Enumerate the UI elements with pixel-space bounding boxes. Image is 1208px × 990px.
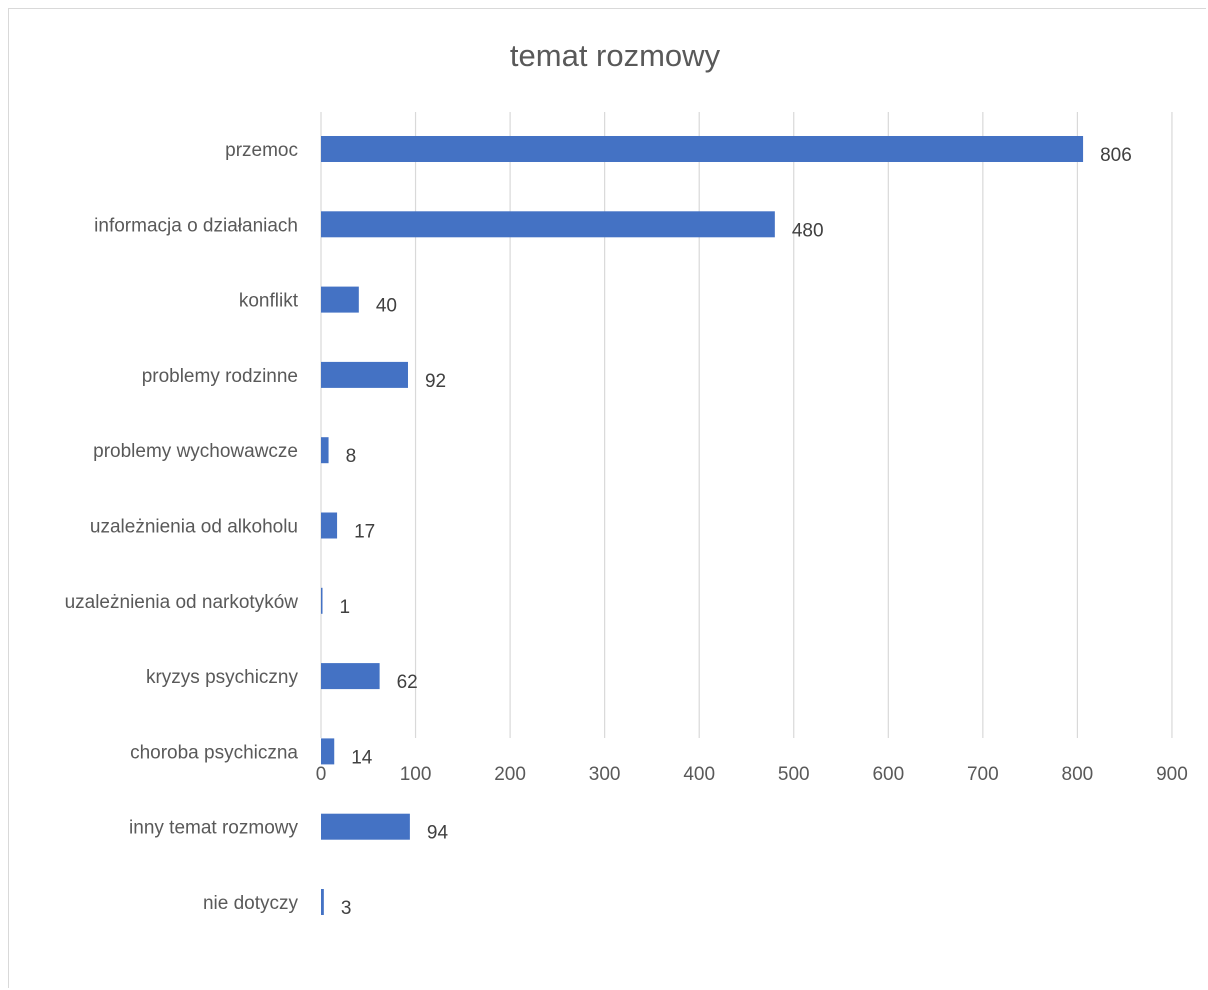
bar xyxy=(321,889,324,915)
x-tick-label: 800 xyxy=(1062,764,1094,785)
category-label: problemy wychowawcze xyxy=(93,441,298,462)
x-tick-label: 0 xyxy=(316,764,327,785)
bar xyxy=(321,361,408,388)
bar xyxy=(321,663,380,690)
x-tick-label: 600 xyxy=(872,764,904,785)
x-tick-label: 100 xyxy=(400,764,432,785)
data-label: 8 xyxy=(346,446,357,467)
bar xyxy=(321,136,1084,162)
x-tick-label: 900 xyxy=(1156,764,1188,785)
category-label: choroba psychiczna xyxy=(130,742,298,763)
data-label: 94 xyxy=(427,823,449,844)
category-label: informacja o działaniach xyxy=(94,215,298,236)
bar xyxy=(321,813,410,840)
data-label: 806 xyxy=(1100,145,1132,166)
x-tick-label: 400 xyxy=(683,764,715,785)
category-label: uzależnienia od narkotyków xyxy=(65,592,299,613)
data-label: 40 xyxy=(376,296,397,317)
category-label: uzależnienia od alkoholu xyxy=(90,517,298,538)
category-label: kryzys psychiczny xyxy=(146,667,299,688)
x-tick-label: 700 xyxy=(967,764,999,785)
x-tick-label: 300 xyxy=(589,764,621,785)
x-tick-label: 200 xyxy=(494,764,526,785)
data-label: 17 xyxy=(354,522,375,543)
category-label: konflikt xyxy=(239,291,299,312)
data-label: 480 xyxy=(792,220,824,241)
bar xyxy=(321,286,359,313)
data-label: 1 xyxy=(340,597,351,618)
bar xyxy=(321,437,329,464)
x-tick-label: 500 xyxy=(778,764,810,785)
data-label: 14 xyxy=(351,747,373,768)
category-label: nie dotyczy xyxy=(203,893,299,914)
data-label: 62 xyxy=(397,672,418,693)
category-label: problemy rodzinne xyxy=(142,366,298,387)
bar xyxy=(321,738,335,765)
chart-frame xyxy=(8,8,1206,988)
bar xyxy=(321,211,775,238)
data-label: 92 xyxy=(425,371,446,392)
bar xyxy=(321,587,323,614)
data-label: 3 xyxy=(341,898,352,919)
category-label: przemoc xyxy=(225,140,298,161)
category-label: inny temat rozmowy xyxy=(129,818,298,839)
chart-title: temat rozmowy xyxy=(509,38,721,73)
bar xyxy=(321,512,338,539)
